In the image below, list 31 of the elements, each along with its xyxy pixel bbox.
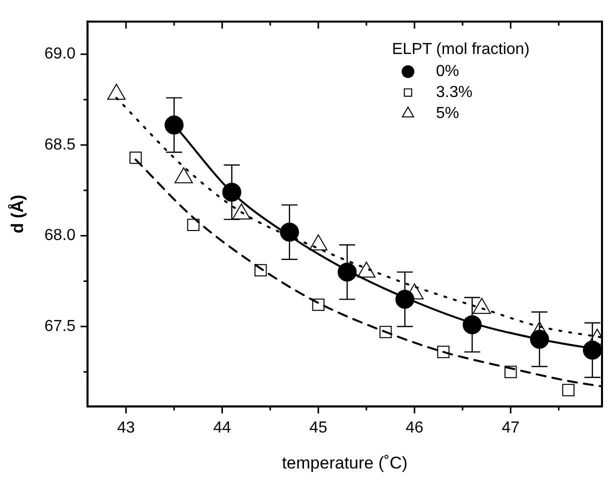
point bbox=[462, 315, 482, 334]
legend-label: 3.3% bbox=[436, 84, 472, 102]
point bbox=[222, 182, 242, 202]
point bbox=[395, 290, 414, 309]
legend-label: 0% bbox=[436, 63, 460, 80]
y-tick-label: 68.0 bbox=[44, 227, 76, 244]
legend-label: 5% bbox=[436, 105, 460, 122]
x-tick-label: 44 bbox=[213, 419, 232, 436]
point bbox=[338, 262, 357, 282]
point bbox=[312, 298, 324, 311]
point bbox=[530, 330, 549, 349]
y-axis-title: d (Å) bbox=[8, 194, 27, 234]
x-tick-label: 43 bbox=[117, 419, 136, 436]
x-axis-title: temperature (˚C) bbox=[282, 453, 408, 472]
point bbox=[164, 116, 184, 135]
y-tick-label: 67.5 bbox=[44, 318, 76, 335]
point bbox=[129, 152, 142, 164]
x-tick-label: 46 bbox=[406, 419, 424, 436]
x-tick-label: 45 bbox=[309, 419, 328, 436]
y-tick-label: 68.5 bbox=[44, 136, 76, 154]
legend-title: ELPT (mol fraction) bbox=[392, 41, 530, 58]
point bbox=[280, 222, 299, 242]
point bbox=[582, 340, 602, 360]
y-tick-label: 69.0 bbox=[44, 46, 76, 63]
point bbox=[187, 218, 200, 232]
point bbox=[379, 326, 392, 338]
x-tick-label: 47 bbox=[502, 419, 520, 436]
point bbox=[437, 346, 450, 358]
point bbox=[562, 384, 574, 396]
point bbox=[504, 366, 517, 378]
point bbox=[254, 264, 267, 276]
